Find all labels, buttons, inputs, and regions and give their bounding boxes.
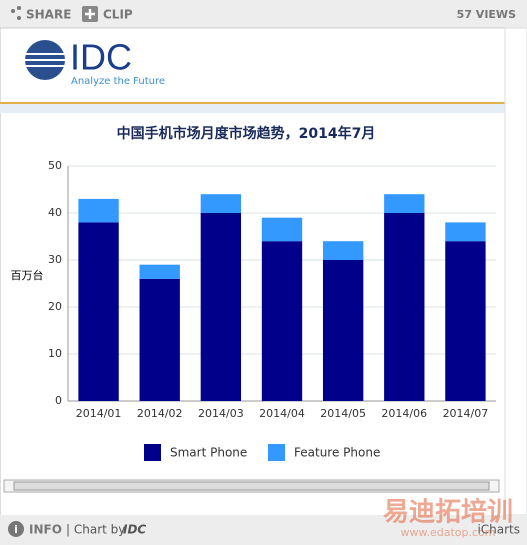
y-tick-label: 50 bbox=[48, 159, 62, 172]
bar-segment bbox=[200, 194, 242, 213]
bar-segment bbox=[384, 213, 425, 401]
chart-by: | Chart by bbox=[66, 523, 125, 537]
bar-segment bbox=[78, 222, 119, 401]
share-button[interactable]: SHARE bbox=[11, 6, 71, 22]
plot: 0 10 20 30 40 50 2014/01 2014/02 2014/03 2014/04 2… bbox=[48, 159, 496, 461]
bar-segment bbox=[261, 241, 303, 401]
share-label: SHARE bbox=[26, 8, 71, 22]
clip-button[interactable]: CLIP bbox=[82, 6, 133, 22]
x-tick-label: 2014/03 bbox=[198, 407, 244, 420]
clip-label: CLIP bbox=[103, 8, 133, 22]
watermark: 易迪拓培训 bbox=[383, 498, 513, 528]
blue-band bbox=[0, 104, 505, 113]
bar-segment bbox=[139, 264, 180, 279]
logo-tagline: Analyze the Future bbox=[71, 76, 165, 87]
bar-segment bbox=[139, 278, 180, 401]
y-tick-label: 0 bbox=[55, 394, 62, 407]
legend-label: Feature Phone bbox=[294, 446, 380, 460]
info-icon-glyph: i bbox=[14, 523, 18, 536]
share-icon bbox=[11, 9, 15, 13]
share-icon bbox=[17, 16, 21, 20]
chart-title: 中国手机市场月度市场趋势，2014年7月 bbox=[117, 125, 376, 142]
y-tick-label: 40 bbox=[48, 206, 62, 219]
legend-label: Smart Phone bbox=[170, 446, 247, 460]
bar-segment bbox=[445, 222, 486, 242]
bar-segment bbox=[384, 194, 425, 213]
side-gutter bbox=[504, 27, 527, 516]
share-icon bbox=[17, 6, 21, 10]
bar-segment bbox=[322, 241, 364, 260]
x-tick-label: 2014/07 bbox=[443, 407, 489, 420]
legend-swatch bbox=[268, 444, 285, 461]
logo-stripes bbox=[25, 53, 65, 67]
y-tick-label: 30 bbox=[48, 253, 62, 266]
x-tick-label: 2014/06 bbox=[381, 407, 427, 420]
logo-name: IDC bbox=[70, 37, 132, 78]
views: 57 VIEWS bbox=[457, 8, 516, 21]
legend-swatch bbox=[144, 444, 161, 461]
clip-icon-plus bbox=[85, 9, 95, 19]
icharts-brand: iCharts bbox=[477, 523, 520, 537]
x-tick-label: 2014/05 bbox=[320, 407, 366, 420]
bar-segment bbox=[445, 241, 486, 401]
y-tick-label: 10 bbox=[48, 347, 62, 360]
y-tick-label: 20 bbox=[48, 300, 62, 313]
bar-segment bbox=[322, 260, 364, 401]
info-label[interactable]: INFO bbox=[29, 523, 62, 537]
info-icon[interactable] bbox=[8, 521, 24, 537]
x-tick-label: 2014/04 bbox=[259, 407, 305, 420]
bar-segment bbox=[261, 217, 303, 242]
watermark-url: www.edatop.com bbox=[401, 526, 496, 539]
x-tick-label: 2014/02 bbox=[137, 407, 183, 420]
bar-segment bbox=[78, 198, 119, 223]
bottom-bar bbox=[0, 515, 527, 545]
bar-segment bbox=[200, 213, 242, 401]
orange-rule bbox=[0, 102, 505, 104]
scroll-thumb[interactable] bbox=[13, 481, 490, 491]
chart-by-brand: IDC bbox=[123, 523, 146, 537]
x-tick-label: 2014/01 bbox=[76, 407, 122, 420]
idc-logo: IDC Analyze the Future bbox=[25, 37, 165, 87]
top-bar bbox=[0, 0, 527, 28]
y-axis-label: 百万台 bbox=[11, 268, 44, 282]
